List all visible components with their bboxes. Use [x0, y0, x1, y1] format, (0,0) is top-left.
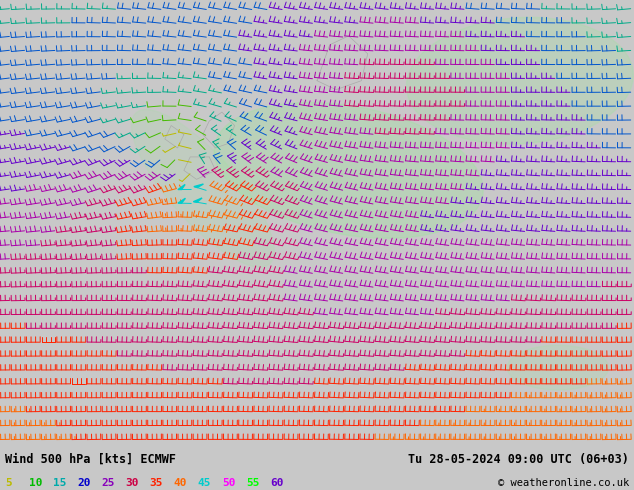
Polygon shape	[194, 184, 204, 188]
Text: 55: 55	[246, 478, 259, 488]
Polygon shape	[178, 198, 185, 203]
Text: 25: 25	[101, 478, 115, 488]
Polygon shape	[214, 102, 483, 238]
Polygon shape	[193, 198, 202, 202]
Polygon shape	[406, 17, 633, 144]
Text: 10: 10	[29, 478, 42, 488]
Text: 35: 35	[150, 478, 163, 488]
Text: 40: 40	[174, 478, 187, 488]
Text: 45: 45	[198, 478, 211, 488]
Text: Wind 500 hPa [kts] ECMWF: Wind 500 hPa [kts] ECMWF	[5, 453, 176, 466]
Polygon shape	[507, 345, 609, 390]
Text: 5: 5	[5, 478, 12, 488]
Text: 20: 20	[77, 478, 91, 488]
Polygon shape	[131, 110, 275, 267]
Text: 15: 15	[53, 478, 67, 488]
Text: © weatheronline.co.uk: © weatheronline.co.uk	[498, 478, 629, 488]
Polygon shape	[178, 184, 185, 190]
Text: 50: 50	[222, 478, 235, 488]
Text: Tu 28-05-2024 09:00 UTC (06+03): Tu 28-05-2024 09:00 UTC (06+03)	[408, 453, 629, 466]
Text: 30: 30	[126, 478, 139, 488]
Text: 60: 60	[270, 478, 283, 488]
